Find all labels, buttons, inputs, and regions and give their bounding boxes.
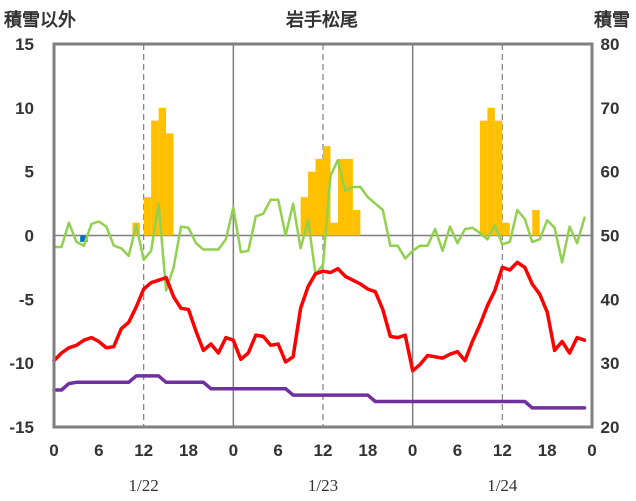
left-tick-label: -5 <box>19 290 34 309</box>
x-tick-label: 12 <box>134 441 153 460</box>
x-tick-label: 18 <box>538 441 557 460</box>
date-label: 1/22 <box>129 476 159 495</box>
chart-title: 岩手松尾 <box>285 9 358 30</box>
bar <box>151 120 159 236</box>
bar <box>323 146 331 236</box>
x-tick-label: 12 <box>493 441 512 460</box>
x-tick-label: 0 <box>587 441 596 460</box>
x-tick-label: 18 <box>179 441 198 460</box>
right-tick-label: 70 <box>601 99 620 118</box>
date-label: 1/24 <box>487 476 518 495</box>
snow-bars <box>80 107 540 242</box>
bar <box>308 171 316 236</box>
right-axis-label: 積雪 <box>593 9 630 30</box>
left-tick-label: -15 <box>9 418 34 437</box>
right-tick-label: 40 <box>601 290 620 309</box>
bar <box>80 235 88 242</box>
bar <box>352 209 361 236</box>
right-tick-label: 50 <box>601 227 620 246</box>
x-axis-ticks: 0 6 12 18 0 6 12 18 0 6 12 18 0 <box>49 441 596 460</box>
bar <box>143 197 152 236</box>
bar <box>166 133 174 236</box>
bar <box>532 209 540 236</box>
series-lines <box>52 158 587 410</box>
right-tick-label: 60 <box>601 163 620 182</box>
bar <box>494 120 503 236</box>
bar <box>337 158 346 236</box>
date-label: 1/23 <box>308 476 338 495</box>
left-tick-label: 10 <box>15 99 34 118</box>
purple-line <box>52 374 587 410</box>
left-tick-label: 0 <box>25 227 34 246</box>
bar <box>158 107 167 236</box>
left-tick-label: 15 <box>15 35 34 54</box>
right-tick-label: 30 <box>601 354 620 373</box>
x-tick-label: 6 <box>273 441 282 460</box>
x-tick-label: 12 <box>314 441 333 460</box>
x-tick-label: 6 <box>94 441 103 460</box>
left-tick-label: 5 <box>25 163 34 182</box>
date-labels: 1/22 1/23 1/24 <box>129 476 518 495</box>
bar <box>300 197 309 236</box>
x-tick-label: 18 <box>358 441 377 460</box>
right-tick-label: 20 <box>601 418 620 437</box>
bar <box>330 222 338 236</box>
left-tick-label: -10 <box>9 354 34 373</box>
x-tick-label: 6 <box>453 441 462 460</box>
bar <box>345 158 353 236</box>
green-line <box>52 158 586 292</box>
x-tick-label: 0 <box>408 441 417 460</box>
left-axis-ticks: 15 10 5 0 -5 -10 -15 <box>9 35 34 437</box>
bar <box>487 107 495 236</box>
right-axis-ticks: 80 70 60 50 40 30 20 <box>601 35 620 437</box>
bar <box>502 222 510 236</box>
x-tick-label: 0 <box>49 441 58 460</box>
red-line <box>52 260 587 373</box>
left-axis-label: 積雪以外 <box>3 9 76 30</box>
x-tick-label: 0 <box>229 441 238 460</box>
right-tick-label: 80 <box>601 35 620 54</box>
bar <box>315 158 323 236</box>
plot-frame <box>52 42 594 429</box>
bar <box>479 120 488 236</box>
